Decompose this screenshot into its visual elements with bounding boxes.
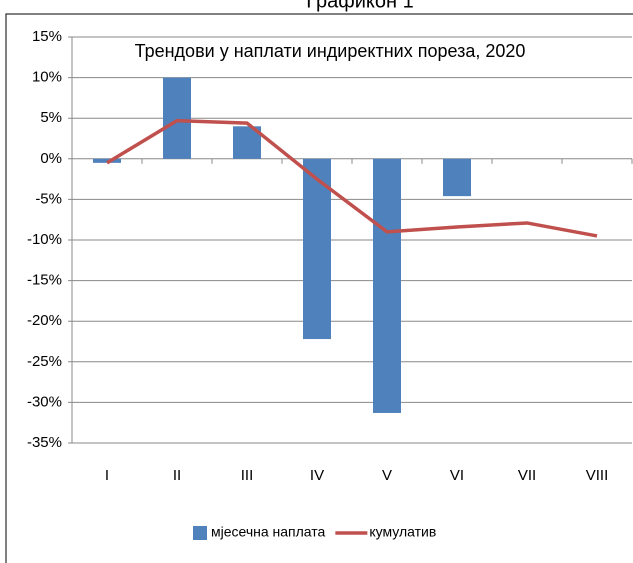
x-tick-label: VI [450, 467, 464, 484]
x-tick-label: VII [518, 467, 536, 484]
x-tick-label: IV [310, 467, 324, 484]
bar [443, 158, 471, 197]
y-tick-label: -20% [27, 312, 62, 329]
y-tick-label: 0% [40, 150, 62, 167]
legend-label: мјесечна наплата [211, 524, 326, 540]
heading: Графикон 1 [306, 0, 413, 12]
y-tick-label: -25% [27, 353, 62, 370]
y-tick-label: 5% [40, 109, 62, 126]
legend-label: кумулатив [369, 524, 436, 540]
y-tick-label: 15% [32, 28, 62, 45]
frame [5, 13, 633, 563]
y-tick-label: -5% [35, 190, 62, 207]
chart-title: Трендови у наплати индиректних пореза, 2… [135, 41, 526, 61]
x-tick-label: VIII [586, 467, 609, 484]
x-tick-label: I [105, 467, 109, 484]
x-tick-label: II [173, 467, 181, 484]
x-tick-label: III [241, 467, 254, 484]
line [106, 118, 598, 238]
y-tick-label: -35% [27, 434, 62, 451]
bar [373, 158, 401, 413]
x-tick-label: V [382, 467, 392, 484]
legend-swatch [193, 526, 207, 540]
y-tick-label: -30% [27, 393, 62, 410]
y-tick-label: -15% [27, 272, 62, 289]
y-tick-label: 10% [32, 69, 62, 86]
bar [163, 77, 191, 159]
bar [303, 158, 331, 340]
y-tick-label: -10% [27, 231, 62, 248]
